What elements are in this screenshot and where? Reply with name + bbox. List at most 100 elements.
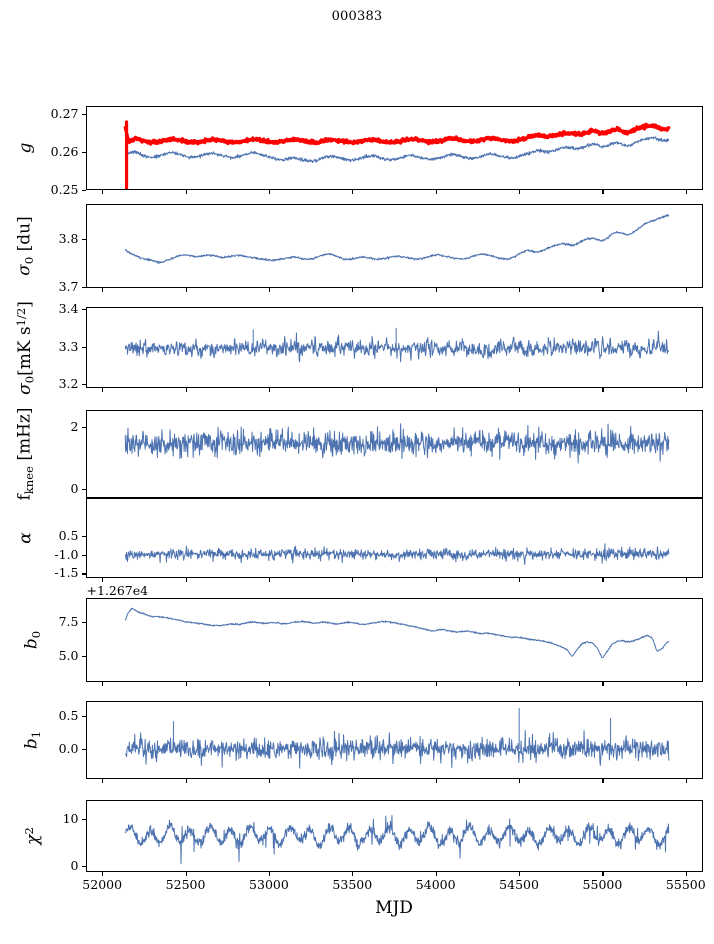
x-tick-mark — [685, 682, 687, 686]
x-tick-mark — [685, 288, 687, 292]
y-axis-label-panel-1: σ0 [du] — [14, 216, 36, 276]
series-sigma0-du — [124, 213, 669, 265]
x-tick-mark — [268, 872, 271, 876]
series-panel-7 — [124, 815, 669, 865]
y-tick-label: -1.0 — [54, 546, 79, 562]
y-tick-mark — [81, 190, 86, 192]
x-tick-mark — [185, 682, 187, 686]
x-tick-mark — [685, 779, 687, 783]
y-tick-label: 0.5 — [58, 707, 79, 723]
x-tick-mark — [435, 682, 437, 686]
x-tick-mark — [102, 872, 104, 876]
x-tick-label: 53500 — [332, 877, 373, 892]
y-tick-mark — [81, 151, 86, 153]
x-tick-mark — [602, 388, 604, 392]
y-axis-label-panel-4: α — [15, 532, 36, 544]
y-axis-label-panel-2: σ0[mK s1/2] — [14, 300, 37, 395]
y-tick-mark — [81, 238, 86, 240]
y-tick-label: -1.5 — [54, 565, 79, 581]
x-tick-mark — [435, 190, 437, 194]
x-tick-mark — [519, 682, 521, 686]
series-panel-6 — [124, 730, 669, 769]
series-b0 — [124, 607, 669, 659]
x-tick-mark — [602, 288, 604, 292]
x-tick-mark — [185, 190, 187, 194]
x-tick-mark — [102, 682, 104, 686]
x-tick-mark — [435, 578, 437, 582]
series-panel-2 — [124, 330, 669, 363]
x-tick-mark — [435, 388, 437, 392]
plot-panel-0 — [85, 106, 703, 190]
y-axis-label-panel-7: χ2 — [21, 827, 44, 845]
plot-panel-4 — [85, 498, 703, 578]
y-tick-label: 3.3 — [58, 338, 79, 354]
x-tick-mark — [102, 288, 104, 292]
y-tick-mark — [81, 384, 86, 386]
y-tick-mark — [81, 866, 86, 868]
x-tick-mark — [268, 779, 271, 783]
y-tick-label: 0.25 — [50, 181, 79, 197]
y-axis-label-panel-3: fknee [mHz] — [14, 407, 36, 501]
x-tick-label: 52500 — [165, 877, 206, 892]
y-tick-label: 0.5 — [58, 527, 79, 543]
y-tick-mark — [81, 489, 86, 491]
y-tick-mark — [81, 287, 86, 289]
y-tick-mark — [81, 818, 86, 821]
x-tick-mark — [685, 872, 687, 876]
plot-area-2 — [124, 327, 669, 363]
x-tick-mark — [185, 872, 187, 876]
x-tick-mark — [352, 872, 354, 876]
y-tick-label: 3.8 — [58, 230, 79, 246]
x-tick-mark — [102, 779, 104, 783]
x-tick-mark — [435, 872, 437, 876]
x-tick-mark — [102, 190, 104, 194]
plot-panel-6 — [85, 701, 703, 779]
x-tick-mark — [519, 872, 521, 876]
x-tick-mark — [602, 682, 604, 686]
y-tick-label: 0.26 — [50, 143, 79, 159]
x-tick-mark — [352, 190, 354, 194]
y-tick-label: 0.0 — [58, 740, 79, 756]
x-tick-mark — [268, 190, 271, 194]
x-tick-mark — [352, 682, 354, 686]
x-tick-mark — [602, 190, 604, 194]
plot-area-3 — [124, 423, 669, 464]
y-tick-label: 3.2 — [58, 375, 79, 391]
figure-title: 000383 — [331, 9, 383, 24]
y-tick-mark — [81, 573, 86, 575]
y-tick-label: 3.4 — [58, 300, 79, 316]
y-tick-mark — [81, 427, 86, 429]
y-tick-mark — [81, 346, 86, 348]
x-tick-mark — [602, 578, 604, 582]
x-tick-mark — [519, 388, 521, 392]
x-tick-mark — [685, 578, 687, 582]
y-tick-label: 0 — [70, 481, 79, 497]
plot-area-1 — [124, 213, 669, 265]
x-tick-mark — [352, 288, 354, 292]
y-tick-label: 3.7 — [58, 278, 79, 294]
x-tick-label: 54500 — [499, 877, 539, 892]
plot-area-0 — [123, 120, 670, 189]
x-tick-label: 53000 — [249, 877, 289, 892]
series-1-blue — [124, 136, 669, 163]
x-tick-mark — [519, 288, 521, 292]
plot-area-7 — [124, 815, 669, 865]
y-tick-mark — [81, 113, 86, 115]
x-tick-mark — [685, 388, 687, 392]
x-axis-label: MJD — [375, 898, 413, 918]
x-tick-label: 52000 — [82, 877, 123, 892]
x-tick-mark — [185, 288, 187, 292]
series-panel-4 — [124, 543, 669, 565]
x-tick-mark — [519, 779, 521, 783]
y-tick-mark — [81, 656, 86, 658]
x-tick-mark — [268, 578, 271, 582]
plot-panel-3 — [85, 410, 703, 498]
y-tick-label: 5.0 — [58, 648, 79, 663]
plot-panel-7 — [85, 800, 703, 872]
series-0-red — [123, 122, 670, 146]
x-tick-mark — [102, 388, 104, 392]
x-tick-mark — [519, 578, 521, 582]
plot-area-4 — [124, 543, 669, 565]
y-tick-mark — [81, 554, 86, 556]
x-tick-mark — [352, 578, 354, 582]
